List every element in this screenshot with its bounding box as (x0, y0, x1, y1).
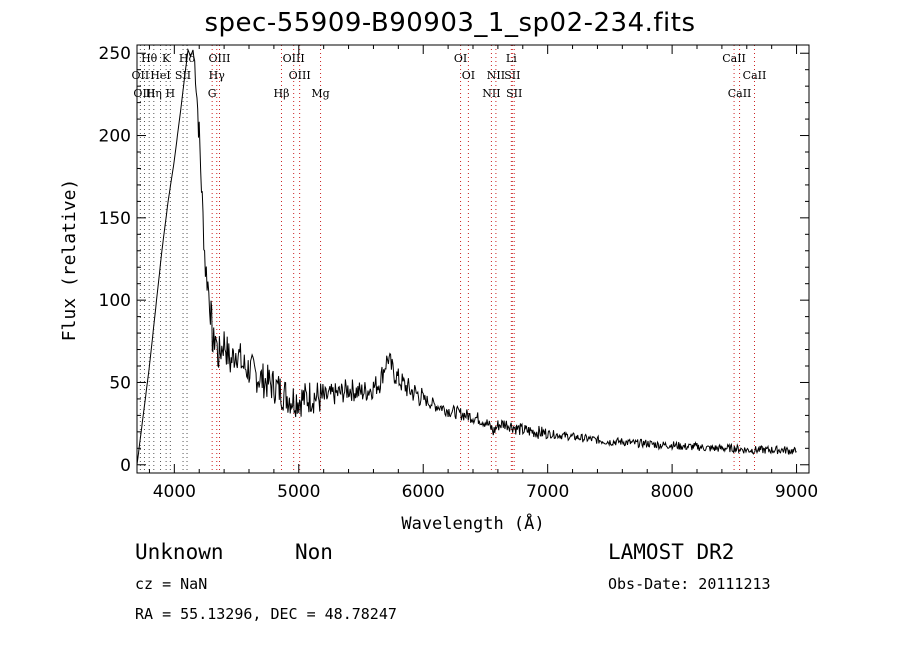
line-label: OIII (283, 52, 305, 65)
class-label: Unknown (135, 540, 224, 564)
y-axis-label: Flux (relative) (59, 179, 80, 342)
survey-label: LAMOST DR2 (608, 540, 735, 564)
y-tick-label: 250 (99, 44, 131, 64)
y-tick-label: 0 (120, 456, 131, 476)
x-tick-label: 5000 (277, 482, 320, 502)
line-label: Li (506, 52, 517, 65)
line-label: OI (462, 69, 475, 82)
spectrum-series-line (136, 47, 797, 465)
line-label: H (166, 87, 176, 100)
line-label: CaII (743, 69, 767, 82)
line-label: CaII (728, 87, 752, 100)
line-label: NII (482, 87, 500, 100)
line-label: Hη (146, 87, 162, 100)
obs-date-label: Obs-Date: 20111213 (608, 575, 771, 593)
y-tick-label: 100 (99, 291, 131, 311)
line-label: K (162, 52, 171, 65)
line-label: G (208, 87, 217, 100)
line-label: OIII (289, 69, 311, 82)
line-label: OIII (133, 87, 155, 100)
emission-line-markers (139, 45, 755, 473)
line-label: OI (454, 52, 467, 65)
line-label: OII (132, 69, 150, 82)
plot-frame (136, 44, 810, 474)
radec-label: RA = 55.13296, DEC = 48.78247 (135, 605, 397, 623)
x-tick-label: 4000 (153, 482, 196, 502)
line-label: Hβ (274, 87, 290, 100)
chart-title: spec-55909-B90903_1_sp02-234.fits (204, 8, 696, 38)
line-label: NII (487, 69, 505, 82)
subclass-label: Non (295, 540, 333, 564)
x-tick-label: 7000 (526, 482, 569, 502)
line-label: HeI (150, 69, 170, 82)
line-label: Hγ (209, 69, 226, 82)
x-axis-ticks: 4000 5000 6000 7000 8000 9000 (148, 45, 818, 502)
x-axis-label: Wavelength (Å) (401, 512, 544, 534)
cz-label: cz = NaN (135, 575, 208, 593)
y-axis-ticks: 0 50 100 150 200 250 (99, 44, 809, 476)
line-label: Mg (311, 87, 329, 100)
y-tick-label: 150 (99, 209, 131, 229)
line-label: SII (504, 69, 520, 82)
line-label: SII (175, 69, 191, 82)
y-tick-label: 200 (99, 127, 131, 147)
line-label: CaII (722, 52, 746, 65)
line-label: SII (506, 87, 522, 100)
line-label: Hθ (141, 52, 158, 65)
x-tick-label: 9000 (775, 482, 818, 502)
line-label: OIII (208, 52, 230, 65)
x-tick-label: 8000 (650, 482, 693, 502)
y-tick-label: 50 (109, 373, 131, 393)
x-tick-label: 6000 (402, 482, 445, 502)
